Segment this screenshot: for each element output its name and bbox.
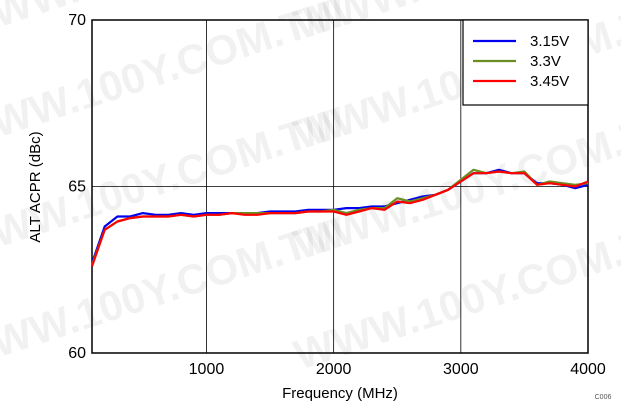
legend: 3.15V 3.3V 3.45V — [462, 19, 589, 106]
x-axis-title: Frequency (MHz) — [282, 385, 398, 402]
series-layer — [90, 168, 589, 267]
legend-box — [462, 19, 589, 106]
x-tick-label: 2000 — [316, 361, 352, 378]
grid — [92, 20, 588, 353]
x-tick-label: 1000 — [189, 361, 225, 378]
figure-code: C006 — [595, 394, 612, 401]
y-tick-label: 70 — [68, 12, 86, 29]
y-tick-labels: 60 65 70 — [68, 12, 86, 362]
y-tick-label: 65 — [68, 179, 86, 196]
legend-label: 3.45V — [530, 73, 569, 90]
series-line-3-45v — [90, 170, 589, 267]
y-axis-title: ALT ACPR (dBc) — [27, 131, 44, 242]
x-tick-label: 4000 — [570, 361, 606, 378]
y-tick-label: 60 — [68, 345, 86, 362]
legend-label: 3.3V — [530, 53, 561, 70]
legend-label: 3.15V — [530, 33, 569, 50]
x-tick-labels: 1000 2000 3000 4000 — [189, 361, 606, 378]
x-tick-label: 3000 — [443, 361, 479, 378]
